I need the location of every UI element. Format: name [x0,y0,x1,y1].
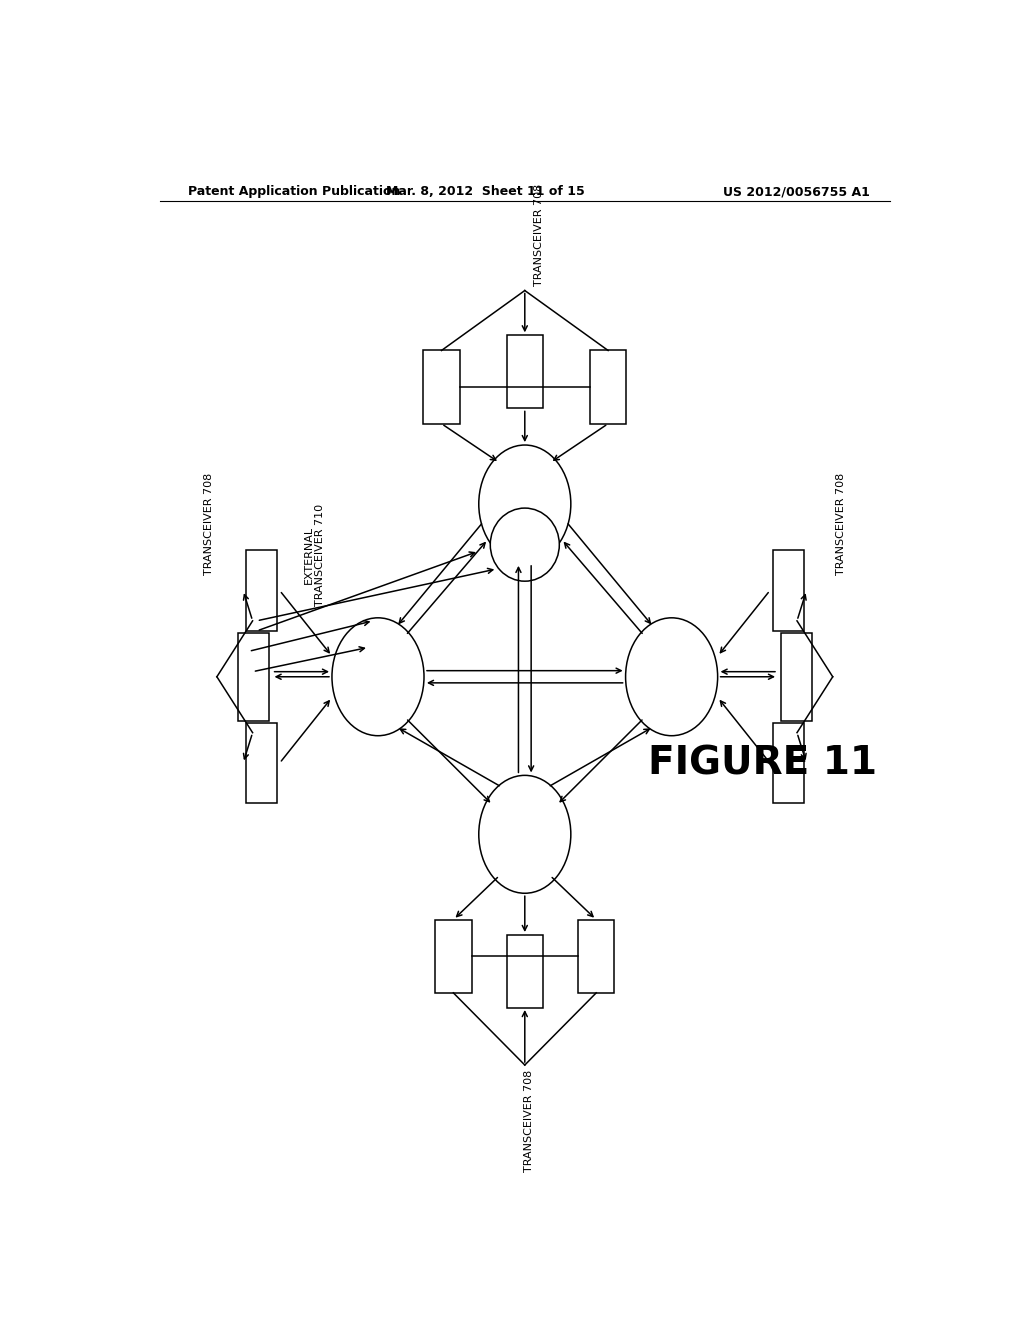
Bar [238,632,269,721]
Bar [773,723,804,804]
Text: TRANSCEIVER 708: TRANSCEIVER 708 [836,473,846,576]
Ellipse shape [626,618,718,735]
Text: TRANSCEIVER 708: TRANSCEIVER 708 [204,473,214,576]
Text: FIGURE 11: FIGURE 11 [648,744,878,783]
Bar [423,351,460,424]
Ellipse shape [332,618,424,735]
Ellipse shape [490,508,559,581]
Text: Patent Application Publication: Patent Application Publication [187,185,400,198]
Bar [246,723,276,804]
Bar [507,335,543,408]
Bar [246,550,276,631]
Ellipse shape [479,445,570,562]
Ellipse shape [479,775,570,894]
Bar [578,920,614,993]
Bar [590,351,627,424]
Bar [435,920,472,993]
Text: US 2012/0056755 A1: US 2012/0056755 A1 [723,185,870,198]
Text: Mar. 8, 2012  Sheet 11 of 15: Mar. 8, 2012 Sheet 11 of 15 [386,185,585,198]
Bar [780,632,812,721]
Bar [773,550,804,631]
Bar [507,935,543,1008]
Text: TRANSCEIVER 708: TRANSCEIVER 708 [535,183,545,285]
Text: TRANSCEIVER 708: TRANSCEIVER 708 [524,1069,535,1172]
Text: EXTERNAL
TRANSCEIVER 710: EXTERNAL TRANSCEIVER 710 [304,504,326,606]
